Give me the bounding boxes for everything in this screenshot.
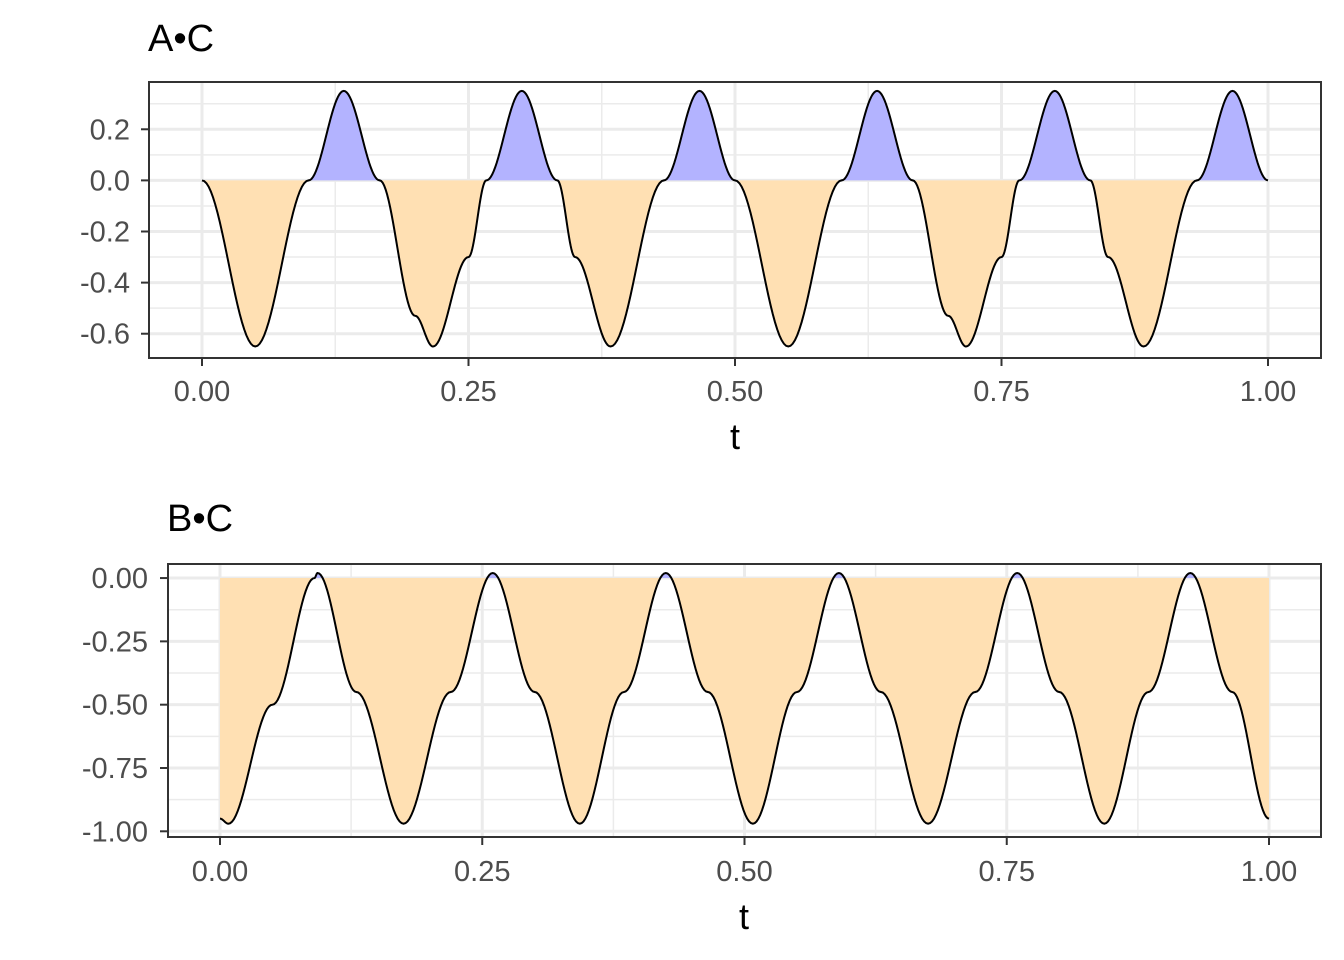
x-tick-label: 0.25: [454, 856, 510, 888]
x-axis: 0.00 0.25 0.50 0.75 1.00: [192, 837, 1297, 888]
negative-area: [735, 180, 842, 347]
x-tick-label: 1.00: [1240, 376, 1296, 408]
y-tick-label: -0.2: [80, 217, 130, 249]
negative-area: [671, 578, 834, 824]
area-fill: [220, 572, 1269, 824]
y-tick-label: -1.00: [82, 816, 148, 848]
x-tick-label: 0.75: [979, 856, 1035, 888]
positive-area: [1011, 572, 1023, 579]
y-axis: 0.2 0.0 -0.2 -0.4 -0.6: [80, 114, 149, 351]
x-axis-title: t: [730, 416, 740, 457]
positive-area: [1196, 90, 1268, 181]
positive-area: [841, 90, 913, 181]
y-tick-label: -0.4: [80, 268, 130, 300]
chart-title: B•C: [167, 498, 233, 540]
y-tick-label: 0.0: [90, 165, 130, 197]
negative-area: [557, 180, 664, 347]
positive-area: [1019, 90, 1091, 181]
negative-area: [1090, 180, 1197, 347]
positive-area: [663, 90, 735, 181]
negative-area: [322, 578, 488, 824]
series-line: [219, 571, 1270, 825]
x-tick-label: 0.50: [707, 376, 763, 408]
negative-area: [912, 180, 1020, 347]
positive-area: [660, 572, 672, 579]
y-tick-label: 0.00: [92, 563, 148, 595]
positive-area: [1184, 572, 1196, 579]
panel-b-c: B•C 0.00 -0.25 -0.50 -0.75 -1.00 0.00 0.…: [82, 498, 1322, 937]
y-tick-label: 0.2: [90, 114, 130, 146]
x-tick-label: 0.25: [440, 376, 496, 408]
panel-a-c: A•C 0.2 0.0 -0.2 -0.4 -0.6 0.00 0.25 0.5…: [80, 18, 1322, 457]
negative-area: [220, 578, 315, 824]
x-axis-title: t: [739, 896, 749, 937]
positive-area: [308, 90, 380, 181]
y-tick-label: -0.75: [82, 753, 148, 785]
positive-area: [487, 572, 499, 579]
x-tick-label: 0.75: [973, 376, 1029, 408]
series-line: [201, 89, 1269, 348]
x-tick-label: 0.00: [192, 856, 248, 888]
y-tick-label: -0.6: [80, 319, 130, 351]
x-tick-label: 0.50: [716, 856, 772, 888]
negative-area: [1022, 578, 1185, 824]
negative-area: [202, 180, 309, 347]
negative-area: [1195, 578, 1269, 819]
y-tick-label: -0.50: [82, 690, 148, 722]
negative-area: [844, 578, 1012, 824]
negative-area: [379, 180, 487, 347]
x-tick-label: 0.00: [174, 376, 230, 408]
positive-area: [486, 90, 558, 181]
area-fill: [202, 90, 1268, 347]
positive-area: [833, 572, 845, 579]
y-tick-label: -0.25: [82, 626, 148, 658]
x-tick-label: 1.00: [1241, 856, 1297, 888]
y-axis: 0.00 -0.25 -0.50 -0.75 -1.00: [82, 563, 168, 848]
x-axis: 0.00 0.25 0.50 0.75 1.00: [174, 358, 1296, 408]
negative-area: [498, 578, 661, 824]
chart-title: A•C: [148, 18, 214, 60]
